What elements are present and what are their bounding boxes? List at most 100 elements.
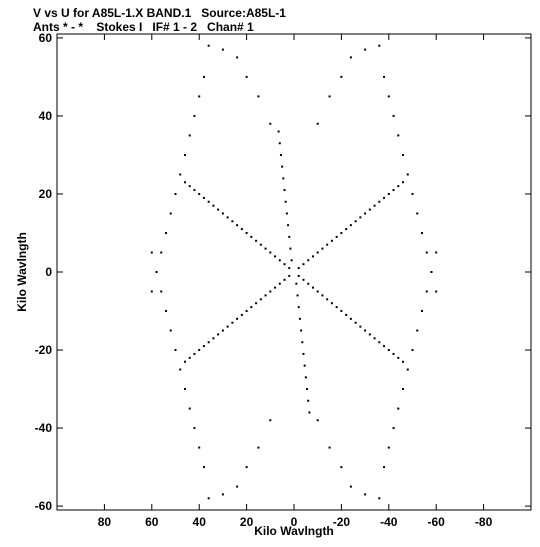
uv-point [283,278,286,281]
uv-point [349,56,352,59]
uv-point [279,153,282,156]
uv-point [303,364,306,367]
uv-point [221,48,224,51]
uv-point [198,446,201,449]
uv-point [231,220,234,223]
uv-point [221,493,224,496]
uv-point [221,329,224,332]
uv-point [202,75,205,78]
uv-point [289,247,292,250]
uv-point [269,122,272,125]
uv-point [179,368,182,371]
uv-point [217,208,220,211]
uv-point [307,399,310,402]
uv-point [278,282,281,285]
uv-point [288,235,291,238]
uv-point [193,427,196,430]
uv-point [255,239,258,242]
uv-point [269,419,272,422]
uv-point [420,310,423,313]
uv-point [330,302,333,305]
uv-point [311,286,314,289]
uv-point [345,313,348,316]
uv-point [397,185,400,188]
uv-point [316,419,319,422]
uv-point [411,192,414,195]
x-tick-label: -40 [380,515,398,529]
uv-point [297,274,300,277]
uv-point [150,290,153,293]
uv-point [283,263,286,266]
uv-point [278,142,281,145]
uv-point [169,212,172,215]
uv-point [288,267,291,270]
y-tick-label: 40 [39,109,53,123]
x-axis-label: Kilo Wavlngth [254,524,334,538]
uv-point [255,302,258,305]
uv-point [284,200,287,203]
uv-point [155,271,158,273]
uv-point [193,189,196,192]
uv-point [198,95,201,98]
chart-title-line-2: Ants * - * Stokes I IF# 1 - 2 Chan# 1 [33,20,254,34]
uv-point [188,356,191,359]
uv-point [406,173,409,176]
uv-point [420,231,423,234]
uv-point [411,349,414,352]
x-tick-label: 0 [291,515,298,529]
uv-point [304,376,307,379]
uv-point [345,228,348,231]
uv-point [297,306,300,309]
uv-point [392,114,395,117]
uv-point [316,290,319,293]
uv-point [364,48,367,51]
x-tick-label: 60 [145,515,159,529]
uv-point [302,278,305,281]
x-tick-label: 80 [98,515,112,529]
uv-point [217,333,220,336]
uv-point [387,95,390,98]
uv-point [269,251,272,254]
uv-point [378,44,381,47]
uv-point [174,192,177,195]
uv-point [240,228,243,231]
uv-point [349,485,352,488]
uv-point [212,337,215,340]
uv-point [425,251,428,254]
y-axis-label: Kilo Wavlngth [15,232,29,312]
uv-point [308,411,311,414]
uv-point [383,75,386,78]
uv-point [340,231,343,234]
uv-point [349,317,352,320]
uv-point [277,130,280,133]
uv-point [202,196,205,199]
uv-point [349,224,352,227]
uv-point [368,333,371,336]
uv-point [416,329,419,332]
uv-point [368,208,371,211]
uv-point [387,192,390,195]
uv-point [290,259,293,262]
x-tick-label: -60 [428,515,446,529]
uv-point [316,122,319,125]
uv-point [193,114,196,117]
uv-point [430,271,433,273]
uv-point [212,204,215,207]
chart-title-line-1: V vs U for A85L-1.X BAND.1 Source:A85L-1 [33,6,286,20]
uv-point [335,306,338,309]
uv-point [165,310,168,313]
uv-point [231,321,234,324]
x-tick-label: -20 [333,515,351,529]
uv-point [281,165,284,168]
uv-point [226,325,229,328]
uv-point [298,317,301,320]
uv-point [236,56,239,59]
uv-point [301,341,304,344]
uv-point [354,321,357,324]
uv-point [287,224,290,227]
uv-point [202,466,205,469]
uv-point [160,290,163,293]
uv-point [236,317,239,320]
uv-point [330,239,333,242]
